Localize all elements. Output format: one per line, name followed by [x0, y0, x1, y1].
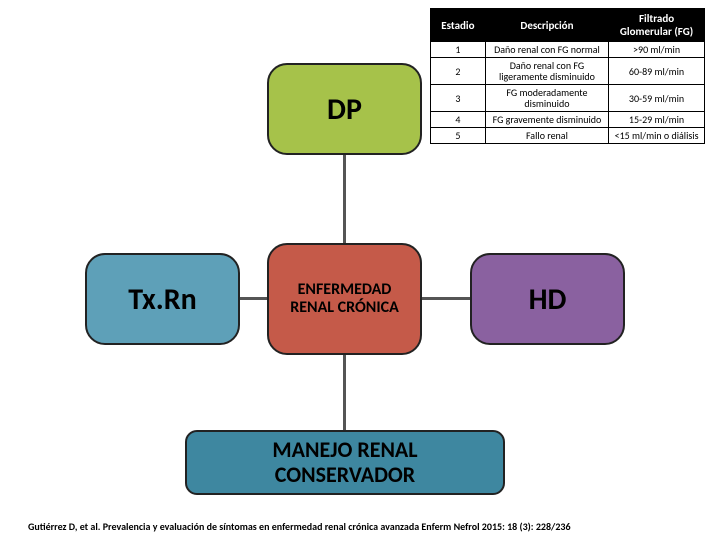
table-cell: 60-89 ml/min: [609, 58, 705, 85]
table-row: 1 Daño renal con FG normal >90 ml/min: [431, 42, 705, 58]
connector: [343, 355, 346, 430]
citation-text: Gutiérrez D, et al. Prevalencia y evalua…: [28, 520, 571, 533]
table-row: 4 FG gravemente disminuido 15-29 ml/min: [431, 112, 705, 128]
table-header: Filtrado Glomerular (FG): [609, 9, 705, 42]
table-cell: FG gravemente disminuido: [485, 112, 608, 128]
table-cell: 4: [431, 112, 486, 128]
node-manejo: MANEJO RENAL CONSERVADOR: [185, 430, 505, 495]
table-cell: Daño renal con FG normal: [485, 42, 608, 58]
table-cell: FG moderadamente disminuido: [485, 85, 608, 112]
node-hd: HD: [470, 253, 625, 345]
table-cell: 5: [431, 128, 486, 144]
connector: [422, 297, 470, 300]
table-cell: 2: [431, 58, 486, 85]
table-cell: 3: [431, 85, 486, 112]
table-cell: 15-29 ml/min: [609, 112, 705, 128]
node-center: ENFERMEDAD RENAL CRÓNICA: [267, 243, 422, 355]
connector: [343, 155, 346, 243]
table-cell: >90 ml/min: [609, 42, 705, 58]
node-txrn: Tx.Rn: [85, 253, 240, 345]
table-row: 3 FG moderadamente disminuido 30-59 ml/m…: [431, 85, 705, 112]
table-cell: <15 ml/min o diálisis: [609, 128, 705, 144]
node-label: HD: [529, 283, 567, 316]
stages-table: Estadio Descripción Filtrado Glomerular …: [430, 8, 705, 144]
table-header: Descripción: [485, 9, 608, 42]
node-label: Tx.Rn: [128, 283, 197, 316]
table-cell: 30-59 ml/min: [609, 85, 705, 112]
diagram-stage: DP Tx.Rn ENFERMEDAD RENAL CRÓNICA HD MAN…: [0, 0, 720, 540]
node-label: DP: [327, 93, 362, 126]
connector: [240, 297, 267, 300]
node-dp: DP: [267, 63, 422, 155]
table-header: Estadio: [431, 9, 486, 42]
node-label: ENFERMEDAD RENAL CRÓNICA: [277, 281, 412, 316]
table-cell: Fallo renal: [485, 128, 608, 144]
table-cell: Daño renal con FG ligeramente disminuido: [485, 58, 608, 85]
table-cell: 1: [431, 42, 486, 58]
table-row: 2 Daño renal con FG ligeramente disminui…: [431, 58, 705, 85]
table-row: 5 Fallo renal <15 ml/min o diálisis: [431, 128, 705, 144]
node-label: MANEJO RENAL CONSERVADOR: [203, 438, 487, 486]
